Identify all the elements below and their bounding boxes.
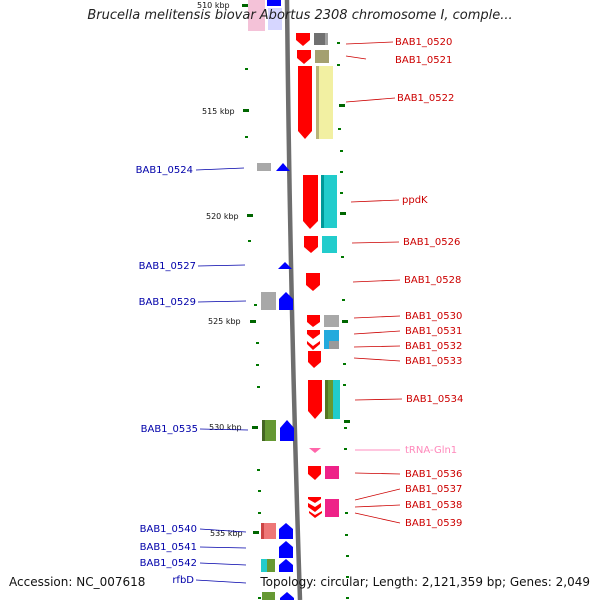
gene-bab1-0534[interactable]	[308, 380, 322, 419]
feature-bab1-0530-cds	[324, 315, 339, 327]
scale-label-515: 515 kbp	[202, 107, 235, 116]
feature-bab1-0532-cds	[324, 341, 339, 349]
feature-top-lavender	[268, 8, 282, 30]
gene-bab1-0540[interactable]	[279, 523, 293, 539]
gene-bab1-0528[interactable]	[306, 273, 320, 291]
gene-bab1-0538[interactable]	[308, 503, 321, 512]
gene-bab1-0532[interactable]	[307, 341, 320, 350]
feature-bab1-0520-cds	[314, 33, 328, 45]
label-bab1-0532[interactable]: BAB1_0532	[405, 341, 462, 352]
feature-bab1-0534-cds-b	[333, 380, 340, 419]
scale-label-510: 510 kbp	[197, 1, 230, 10]
label-bab1-0520[interactable]: BAB1_0520	[395, 37, 452, 48]
gene-bab1-0529[interactable]	[279, 292, 293, 310]
feature-bab1-0538-cds	[325, 499, 339, 517]
label-bab1-0533[interactable]: BAB1_0533	[405, 356, 462, 367]
gene-bab1-0527[interactable]	[278, 262, 292, 269]
scale-label-535: 535 kbp	[210, 529, 243, 538]
feature-bab1-0534-cds-c	[325, 380, 328, 419]
feature-bab1-0532-cds-b	[324, 341, 329, 349]
label-bab1-0521[interactable]: BAB1_0521	[395, 55, 452, 66]
feature-bab1-0542-cds-b	[267, 559, 275, 572]
feature-bab1-0540-cds-b	[261, 523, 264, 539]
label-rfbd[interactable]: rfbD	[172, 575, 194, 586]
topology-text: Topology: circular; Length: 2,121,359 bp…	[260, 575, 590, 589]
gene-bab1-0526[interactable]	[304, 236, 318, 253]
label-bab1-0524[interactable]: BAB1_0524	[136, 165, 193, 176]
label-bab1-0531[interactable]: BAB1_0531	[405, 326, 462, 337]
feature-ppdk-cds-b	[321, 175, 324, 228]
gene-bab1-0520[interactable]	[296, 33, 310, 46]
label-bab1-0537[interactable]: BAB1_0537	[405, 484, 462, 495]
label-bab1-0540[interactable]: BAB1_0540	[140, 524, 197, 535]
gene-bab1-0535[interactable]	[280, 420, 294, 441]
left-leader-lines	[195, 167, 249, 584]
label-bab1-0535[interactable]: BAB1_0535	[141, 424, 198, 435]
label-bab1-0529[interactable]: BAB1_0529	[139, 297, 196, 308]
label-bab1-0539[interactable]: BAB1_0539	[405, 518, 462, 529]
feature-bab1-0529-cds	[261, 292, 276, 310]
feature-top-pink	[248, 0, 265, 31]
gene-bab1-0541[interactable]	[279, 541, 293, 558]
label-trna-gln1[interactable]: tRNA-Gln1	[405, 445, 457, 456]
gene-bab1-0522[interactable]	[298, 66, 312, 139]
feature-bab1-0522-cds-b	[316, 66, 319, 139]
label-bab1-0527[interactable]: BAB1_0527	[139, 261, 196, 272]
feature-bab1-0524-cds	[257, 163, 271, 171]
gene-bab1-0524[interactable]	[276, 163, 290, 171]
gene-bab1-0537[interactable]	[308, 497, 321, 503]
label-bab1-0538[interactable]: BAB1_0538	[405, 500, 462, 511]
right-leader-lines	[345, 41, 403, 524]
label-bab1-0522[interactable]: BAB1_0522	[397, 93, 454, 104]
feature-rfbd-cds	[262, 592, 275, 600]
feature-bab1-0526-cds	[322, 236, 337, 253]
feature-bab1-0540-cds	[261, 523, 276, 539]
map-title: Brucella melitensis biovar Abortus 2308 …	[87, 8, 513, 23]
feature-top-blue	[267, 0, 281, 6]
scale-label-520: 520 kbp	[206, 212, 239, 221]
gene-rfbd[interactable]	[280, 592, 294, 600]
label-bab1-0542[interactable]: BAB1_0542	[140, 558, 197, 569]
feature-bab1-0522-cds	[316, 66, 333, 139]
feature-ppdk-cds	[321, 175, 337, 228]
label-bab1-0528[interactable]: BAB1_0528	[404, 275, 461, 286]
gene-bab1-0533[interactable]	[308, 351, 321, 368]
feature-bab1-0520-cds-b	[325, 33, 328, 45]
scale-label-530: 530 kbp	[209, 423, 242, 432]
feature-bab1-0542-cds	[261, 559, 267, 572]
feature-bab1-0521-cds	[315, 50, 329, 63]
label-ppdk[interactable]: ppdK	[402, 195, 428, 206]
feature-bab1-0535-cds-b	[262, 420, 265, 441]
feature-bab1-0536-cds	[325, 466, 339, 479]
accession-text: Accession: NC_007618	[9, 575, 146, 589]
gene-trna-gln1[interactable]	[309, 448, 321, 453]
gene-bab1-0531[interactable]	[307, 330, 320, 339]
gene-bab1-0542[interactable]	[279, 559, 293, 572]
label-bab1-0530[interactable]: BAB1_0530	[405, 311, 462, 322]
label-bab1-0541[interactable]: BAB1_0541	[140, 542, 197, 553]
gene-bab1-0521[interactable]	[297, 50, 311, 64]
label-bab1-0536[interactable]: BAB1_0536	[405, 469, 462, 480]
gene-ppdk[interactable]	[303, 175, 318, 229]
scale-label-525: 525 kbp	[208, 317, 241, 326]
left-tick-track	[245, 68, 261, 599]
label-bab1-0534[interactable]: BAB1_0534	[406, 394, 463, 405]
right-tick-track	[337, 42, 349, 599]
gene-bab1-0530[interactable]	[307, 315, 320, 327]
gene-bab1-0536[interactable]	[308, 466, 321, 480]
gene-bab1-0539[interactable]	[309, 511, 322, 518]
feature-bab1-0535-cds	[262, 420, 276, 441]
label-bab1-0526[interactable]: BAB1_0526	[403, 237, 460, 248]
scale-major-ticks	[242, 4, 350, 534]
feature-bab1-0531-cds	[324, 330, 339, 341]
